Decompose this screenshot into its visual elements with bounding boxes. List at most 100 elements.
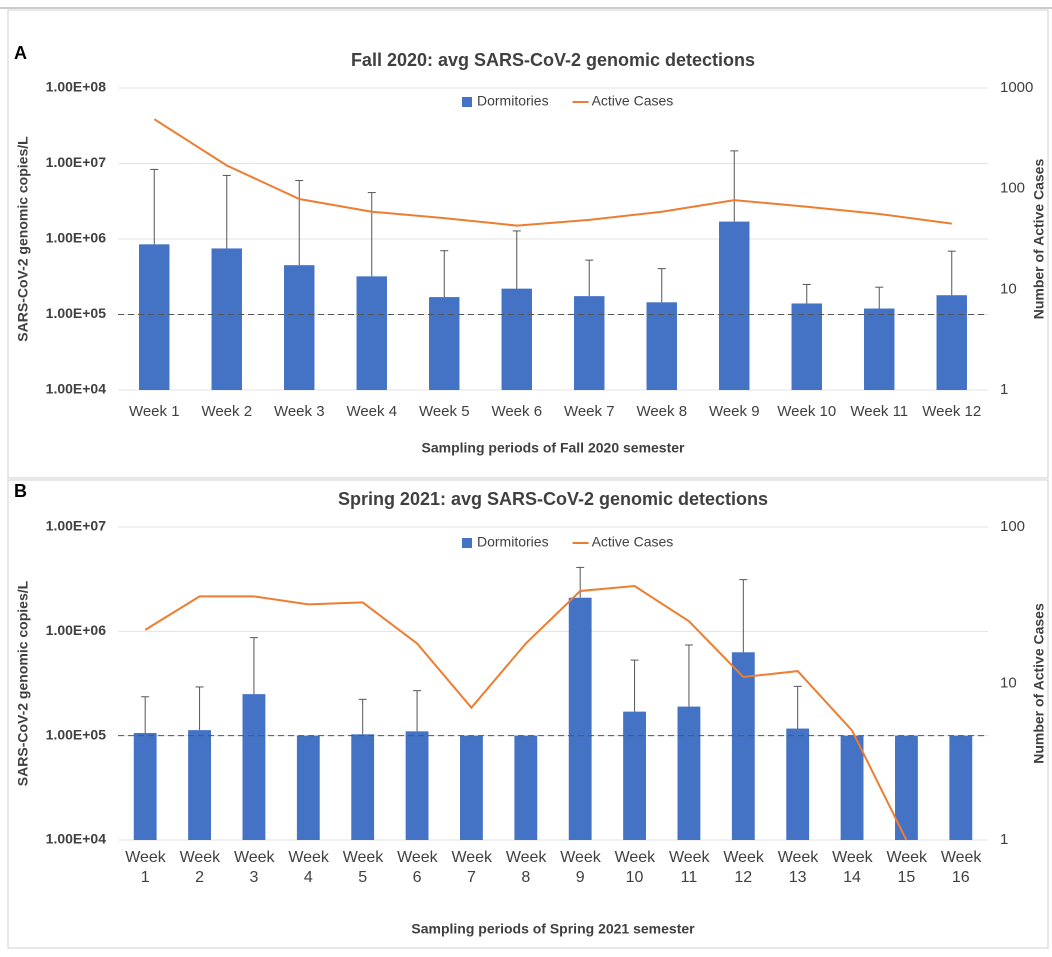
x-tick-label-box: Week 14 (832, 849, 873, 886)
x-tick-label: Week 12 (723, 849, 764, 886)
y2-tick-label: 1 (1000, 381, 1008, 398)
bar (188, 730, 211, 840)
bar (936, 295, 967, 390)
bar (514, 735, 538, 840)
y2-axis-title: Number of Active Cases (1031, 159, 1047, 320)
x-tick-label: Week 15 (886, 849, 928, 886)
x-tick-label-box: Week 13 (777, 849, 819, 886)
bar (296, 735, 320, 840)
y-axis-title: SARS-CoV-2 genomic copies/L (15, 580, 31, 786)
line (144, 584, 908, 841)
x-tick-label: Week 9 (709, 403, 760, 420)
x-tick-label-box: Week 3 (233, 849, 275, 886)
x-axis-title: Sampling periods of Fall 2020 semester (422, 440, 686, 456)
x-tick-label: Week 2 (179, 849, 221, 886)
bar (719, 221, 750, 390)
x-tick-label: Week 12 (922, 403, 981, 420)
x-tick-label: Week 16 (940, 849, 982, 886)
y-axis-title: SARS-CoV-2 genomic copies/L (15, 136, 31, 342)
bar (791, 303, 822, 390)
x-tick-label: Week 3 (233, 849, 275, 886)
y-tick-label: 1.00E+06 (46, 622, 107, 638)
y2-axis-title: Number of Active Cases (1031, 603, 1047, 764)
x-tick-label-box: Week 9 (560, 849, 601, 886)
y-tick-label: 1.00E+06 (46, 230, 107, 246)
x-tick-label-box: Week 6 (397, 849, 438, 886)
x-tick-label: Week 11 (850, 403, 908, 420)
y2-tick-label: 100 (1000, 518, 1025, 535)
bar (139, 244, 170, 390)
x-tick-label-box: Week 11 (668, 849, 710, 886)
legend-label: Active Cases (592, 534, 674, 550)
x-tick-label: Week 1 (129, 403, 180, 420)
y-tick-label: 1.00E+07 (46, 518, 107, 534)
bar (840, 735, 864, 840)
x-tick-label: Week 8 (636, 403, 687, 420)
x-tick-label: Week 1 (125, 849, 166, 886)
bar (949, 735, 973, 840)
x-tick-label-box: Week 15 (886, 849, 928, 886)
y-tick-label: 1.00E+04 (46, 831, 107, 847)
x-tick-label-box: Week 4 (288, 849, 329, 886)
x-tick-label: Week 13 (777, 849, 819, 886)
bar (677, 706, 701, 840)
x-tick-label-box: Week 16 (940, 849, 982, 886)
y-tick-label: 1.00E+05 (46, 305, 107, 321)
bar (405, 731, 429, 840)
bar (646, 302, 677, 390)
x-tick-label: Week 3 (274, 403, 325, 420)
x-tick-label: Week 14 (832, 849, 873, 886)
bar (211, 248, 242, 390)
panel-label: B (14, 481, 27, 501)
y2-tick-label: 1000 (1000, 79, 1033, 96)
bar (429, 297, 460, 390)
bar (895, 735, 918, 840)
x-tick-label-box: Week 8 (505, 849, 547, 886)
y-tick-label: 1.00E+07 (46, 154, 107, 170)
x-tick-label: Week 6 (491, 403, 542, 420)
bar (351, 734, 375, 840)
y2-tick-label: 10 (1000, 280, 1017, 297)
x-tick-label-box: Week 2 (179, 849, 221, 886)
x-tick-label: Week 11 (668, 849, 710, 886)
y2-tick-label: 1 (1000, 831, 1008, 848)
panel-frame (7, 479, 1049, 949)
bar (623, 711, 646, 840)
legend-label: Dormitories (477, 534, 549, 550)
y-tick-label: 1.00E+05 (46, 726, 107, 742)
chart-title: Fall 2020: avg SARS-CoV-2 genomic detect… (351, 50, 755, 70)
panel-label: A (14, 43, 27, 63)
x-tick-label-box: Week 1 (125, 849, 166, 886)
bar (568, 597, 592, 840)
x-tick-label: Week 2 (201, 403, 252, 420)
bar (460, 735, 483, 840)
panel-frame (7, 9, 1049, 479)
y-tick-label: 1.00E+08 (46, 79, 107, 95)
legend-label: Active Cases (592, 93, 674, 109)
x-tick-label: Week 10 (777, 403, 836, 420)
x-tick-label: Week 9 (560, 849, 601, 886)
x-tick-label: Week 4 (346, 403, 397, 420)
x-tick-label: Week 8 (505, 849, 547, 886)
legend-swatch (462, 97, 472, 107)
bar (786, 728, 810, 840)
bar (864, 308, 895, 390)
x-tick-label-box: Week 5 (342, 849, 384, 886)
bar (501, 288, 532, 390)
x-tick-label-box: Week 10 (615, 849, 656, 886)
x-tick-label: Week 5 (419, 403, 470, 420)
x-tick-label: Week 5 (342, 849, 384, 886)
x-tick-label-box: Week 7 (451, 849, 492, 886)
chart-title: Spring 2021: avg SARS-CoV-2 genomic dete… (338, 489, 768, 509)
x-tick-label-box: Week 12 (723, 849, 764, 886)
y2-tick-label: 100 (1000, 180, 1025, 197)
bar (284, 265, 315, 390)
legend-swatch (462, 538, 472, 548)
line (153, 118, 952, 227)
y2-tick-label: 10 (1000, 674, 1017, 691)
x-axis-title: Sampling periods of Spring 2021 semester (411, 921, 695, 937)
x-tick-label: Week 4 (288, 849, 329, 886)
bar (731, 652, 755, 840)
